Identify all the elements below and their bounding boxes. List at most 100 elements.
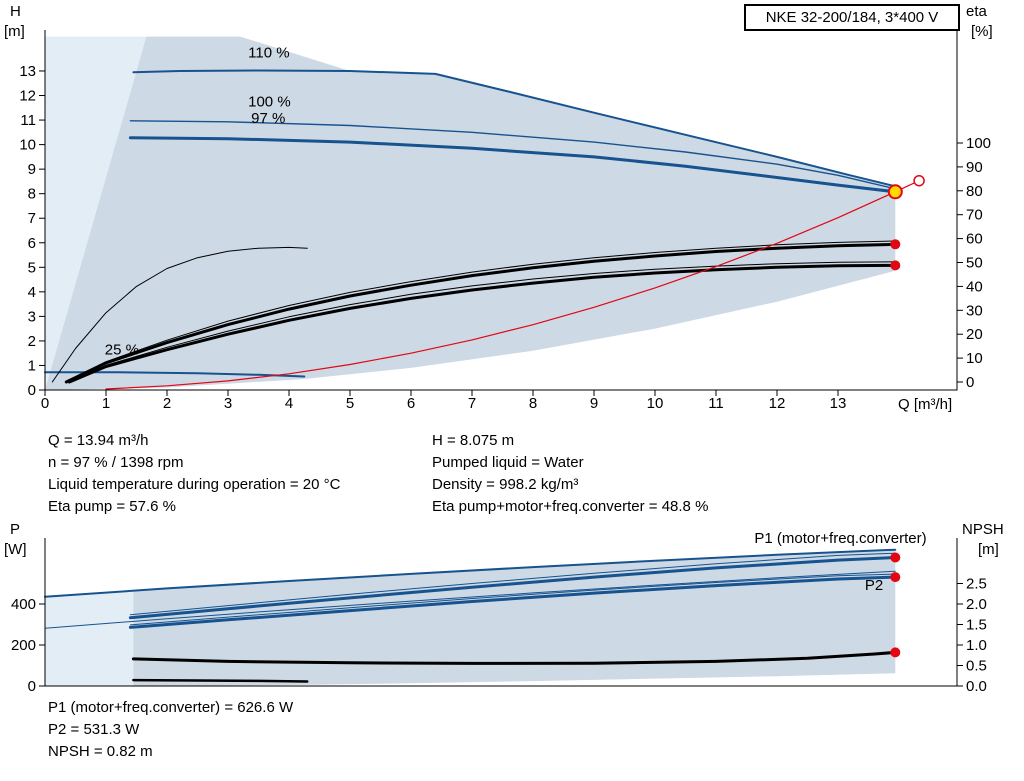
p1-envelope-curve — [44, 548, 897, 598]
p2-100-curve — [129, 573, 896, 626]
npsh-curve — [131, 650, 897, 665]
label-25-percent: 25 % — [105, 341, 139, 358]
pn-axes — [44, 538, 958, 687]
x-tick-label: 9 — [590, 395, 598, 412]
x-tick-label: 1 — [102, 395, 110, 412]
summary-line-h: H = 8.075 m — [432, 432, 515, 449]
speed-110-curve — [132, 69, 897, 188]
summary-line-q: Q = 13.94 m³/h — [48, 432, 149, 449]
x-tick-label: 2 — [163, 395, 171, 412]
y-left-tick-label: 4 — [28, 284, 36, 301]
y-left-tick-label: 10 — [19, 137, 36, 154]
y-left-axis-label: H — [10, 3, 21, 20]
duty-summary-left: Q = 13.94 m³/h n = 97 % / 1398 rpm Liqui… — [48, 430, 340, 518]
eta-total-endpoint — [890, 260, 901, 271]
y-left-tick-label: 0 — [28, 382, 36, 399]
y-left-tick-label: 400 — [11, 596, 36, 613]
y-left-tick-label: 13 — [19, 63, 36, 80]
y-left-tick-label: 6 — [28, 235, 36, 252]
system-curve-curve — [105, 180, 920, 390]
y-left-tick-label: 2 — [28, 333, 36, 350]
duty-point-marker — [887, 184, 903, 200]
y-right-axis-label: NPSH — [962, 521, 1004, 538]
label-p2: P2 — [865, 577, 883, 594]
y-right-tick-label: 2.0 — [966, 596, 987, 613]
y-left-tick-label: 1 — [28, 357, 36, 374]
y-right-tick-label: 90 — [966, 159, 983, 176]
eta-pump-100-curve — [65, 240, 896, 383]
eta-25-curve — [51, 246, 308, 383]
y-right-axis-label: eta — [966, 3, 988, 20]
x-tick-label: 0 — [41, 395, 49, 412]
npsh-endpoint — [890, 647, 901, 658]
x-tick-label: 5 — [346, 395, 354, 412]
x-axis-label: Q [m³/h] — [898, 396, 952, 413]
p1-100-curve — [129, 552, 896, 616]
power-summary: P1 (motor+freq.converter) = 626.6 W P2 =… — [48, 697, 293, 763]
operating-range-light — [45, 36, 147, 390]
y-right-tick-label: 100 — [966, 135, 991, 152]
y-right-axis-unit: [m] — [978, 541, 999, 558]
pump-title: NKE 32-200/184, 3*400 V — [765, 9, 939, 26]
summary-line-n: n = 97 % / 1398 rpm — [48, 454, 184, 471]
summary-line-p2: P2 = 531.3 W — [48, 721, 140, 738]
duty-summary-right: H = 8.075 m Pumped liquid = Water Densit… — [432, 430, 708, 518]
p2-endpoint — [890, 572, 901, 583]
y-left-tick-label: 7 — [28, 210, 36, 227]
y-right-axis-unit: [%] — [971, 23, 993, 40]
power-range — [133, 549, 896, 686]
pump-title-box: NKE 32-200/184, 3*400 V — [744, 4, 960, 31]
y-right-tick-label: 10 — [966, 350, 983, 367]
y-left-tick-label: 0 — [28, 678, 36, 695]
y-right-tick-label: 0.0 — [966, 678, 987, 695]
label-p1: P1 (motor+freq.converter) — [754, 530, 926, 547]
x-tick-label: 3 — [224, 395, 232, 412]
summary-line-liquid: Pumped liquid = Water — [432, 454, 584, 471]
y-right-tick-label: 0 — [966, 374, 974, 391]
y-left-tick-label: 200 — [11, 637, 36, 654]
x-tick-label: 7 — [468, 395, 476, 412]
y-right-tick-label: 0.5 — [966, 658, 987, 675]
p2-envelope-curve — [44, 570, 896, 629]
label-110-percent: 110 % — [248, 44, 289, 61]
speed-97-curve — [128, 136, 897, 194]
x-tick-label: 10 — [647, 395, 664, 412]
eta-total-100-curve — [68, 261, 896, 383]
x-tick-label: 8 — [529, 395, 537, 412]
summary-line-npsh: NPSH = 0.82 m — [48, 743, 153, 760]
eta-total-curve — [67, 263, 897, 384]
y-left-tick-label: 3 — [28, 308, 36, 325]
y-right-tick-label: 60 — [966, 231, 983, 248]
x-tick-label: 11 — [708, 395, 724, 412]
eta-pump-endpoint — [890, 239, 901, 250]
y-left-axis-label: P — [10, 521, 20, 538]
p2-97-curve — [128, 575, 897, 629]
speed-100-curve — [129, 120, 896, 190]
x-tick-label: 12 — [769, 395, 786, 412]
power-range-light — [45, 590, 134, 686]
y-left-axis-unit: [W] — [4, 541, 27, 558]
y-left-tick-label: 5 — [28, 259, 36, 276]
y-right-tick-label: 2.5 — [966, 576, 987, 593]
x-tick-label: 4 — [285, 395, 293, 412]
y-right-tick-label: 80 — [966, 183, 983, 200]
y-right-tick-label: 40 — [966, 278, 983, 295]
y-right-tick-label: 20 — [966, 326, 983, 343]
label-100-percent: 100 % — [248, 94, 291, 111]
y-right-tick-label: 50 — [966, 255, 983, 272]
y-left-tick-label: 9 — [28, 161, 36, 178]
eta-pump-curve — [64, 242, 897, 384]
qh-eta-chart: 0123456789101112130102030405060708090100… — [4, 3, 993, 413]
p1-endpoint — [890, 552, 901, 563]
summary-line-density: Density = 998.2 kg/m³ — [432, 476, 579, 493]
y-right-tick-label: 1.5 — [966, 617, 987, 634]
x-tick-label: 13 — [830, 395, 847, 412]
y-right-tick-label: 70 — [966, 207, 983, 224]
y-left-tick-label: 11 — [20, 112, 36, 129]
label-97-percent: 97 % — [251, 110, 285, 127]
duty-point-extrapolated — [913, 174, 925, 187]
p2-25-curve — [132, 678, 309, 683]
y-left-axis-unit: [m] — [4, 23, 25, 40]
y-right-tick-label: 30 — [966, 302, 983, 319]
